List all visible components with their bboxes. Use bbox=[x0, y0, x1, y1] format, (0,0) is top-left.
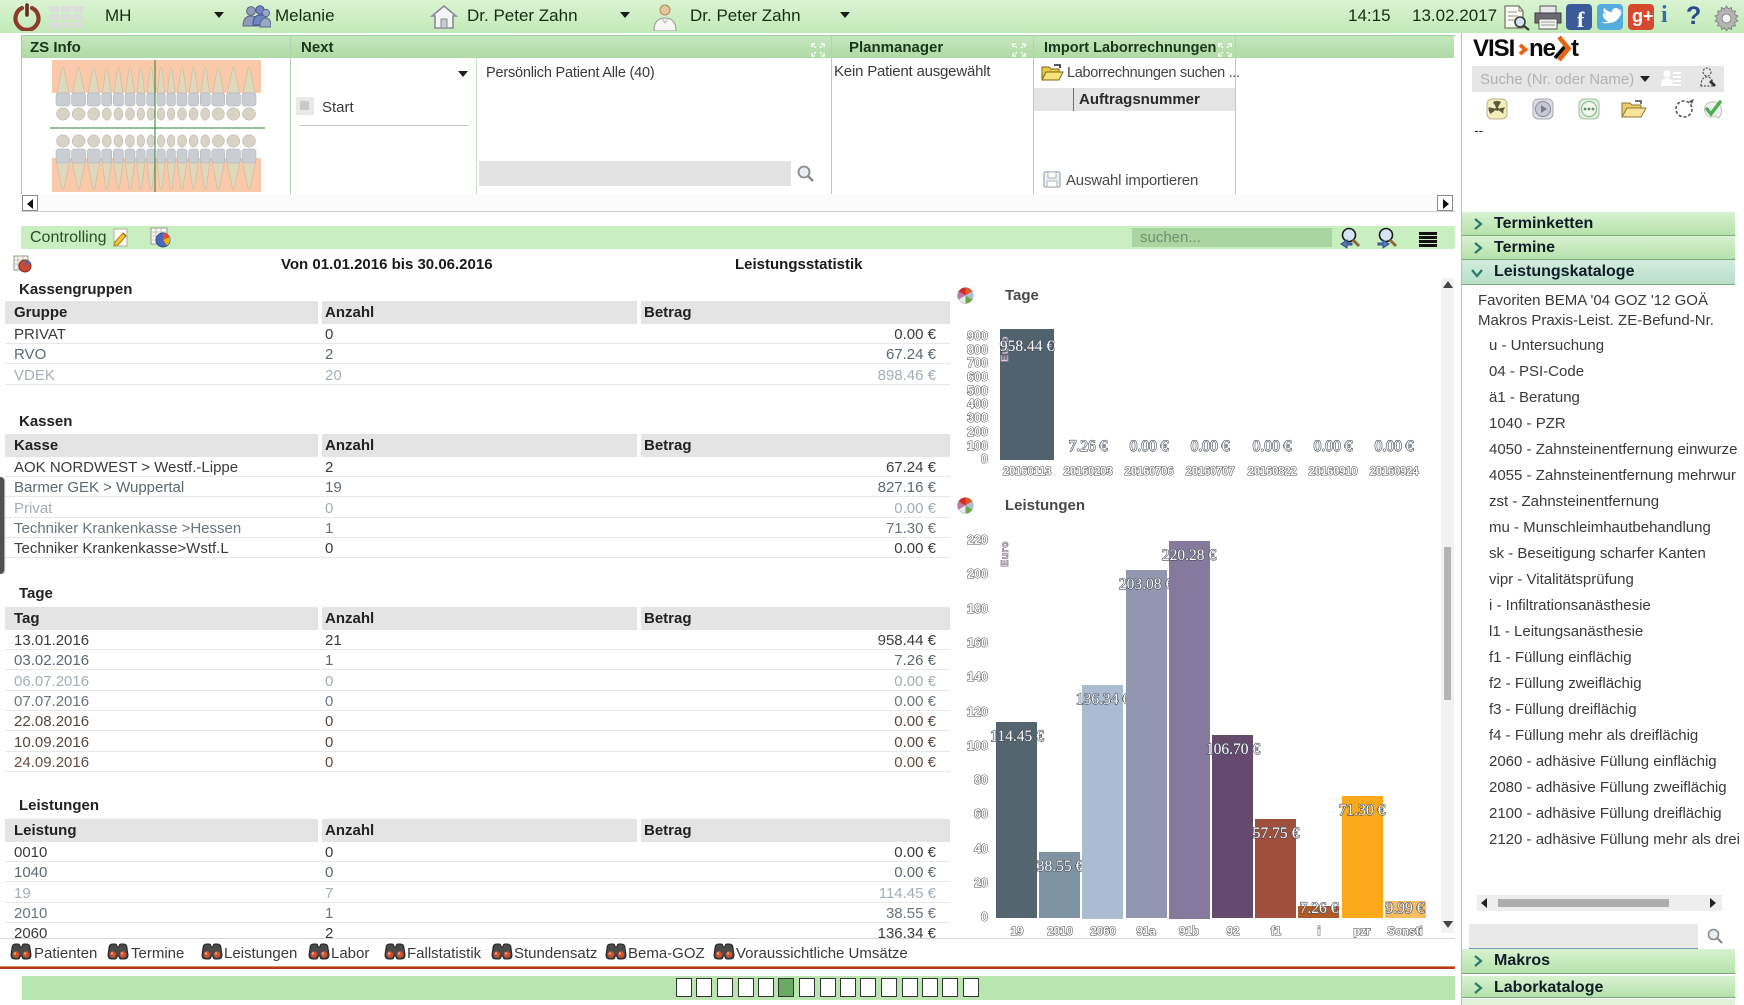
svg-text:t: t bbox=[1571, 35, 1579, 62]
svg-text:VISI: VISI bbox=[1473, 35, 1515, 62]
svg-text:ne: ne bbox=[1529, 35, 1556, 62]
